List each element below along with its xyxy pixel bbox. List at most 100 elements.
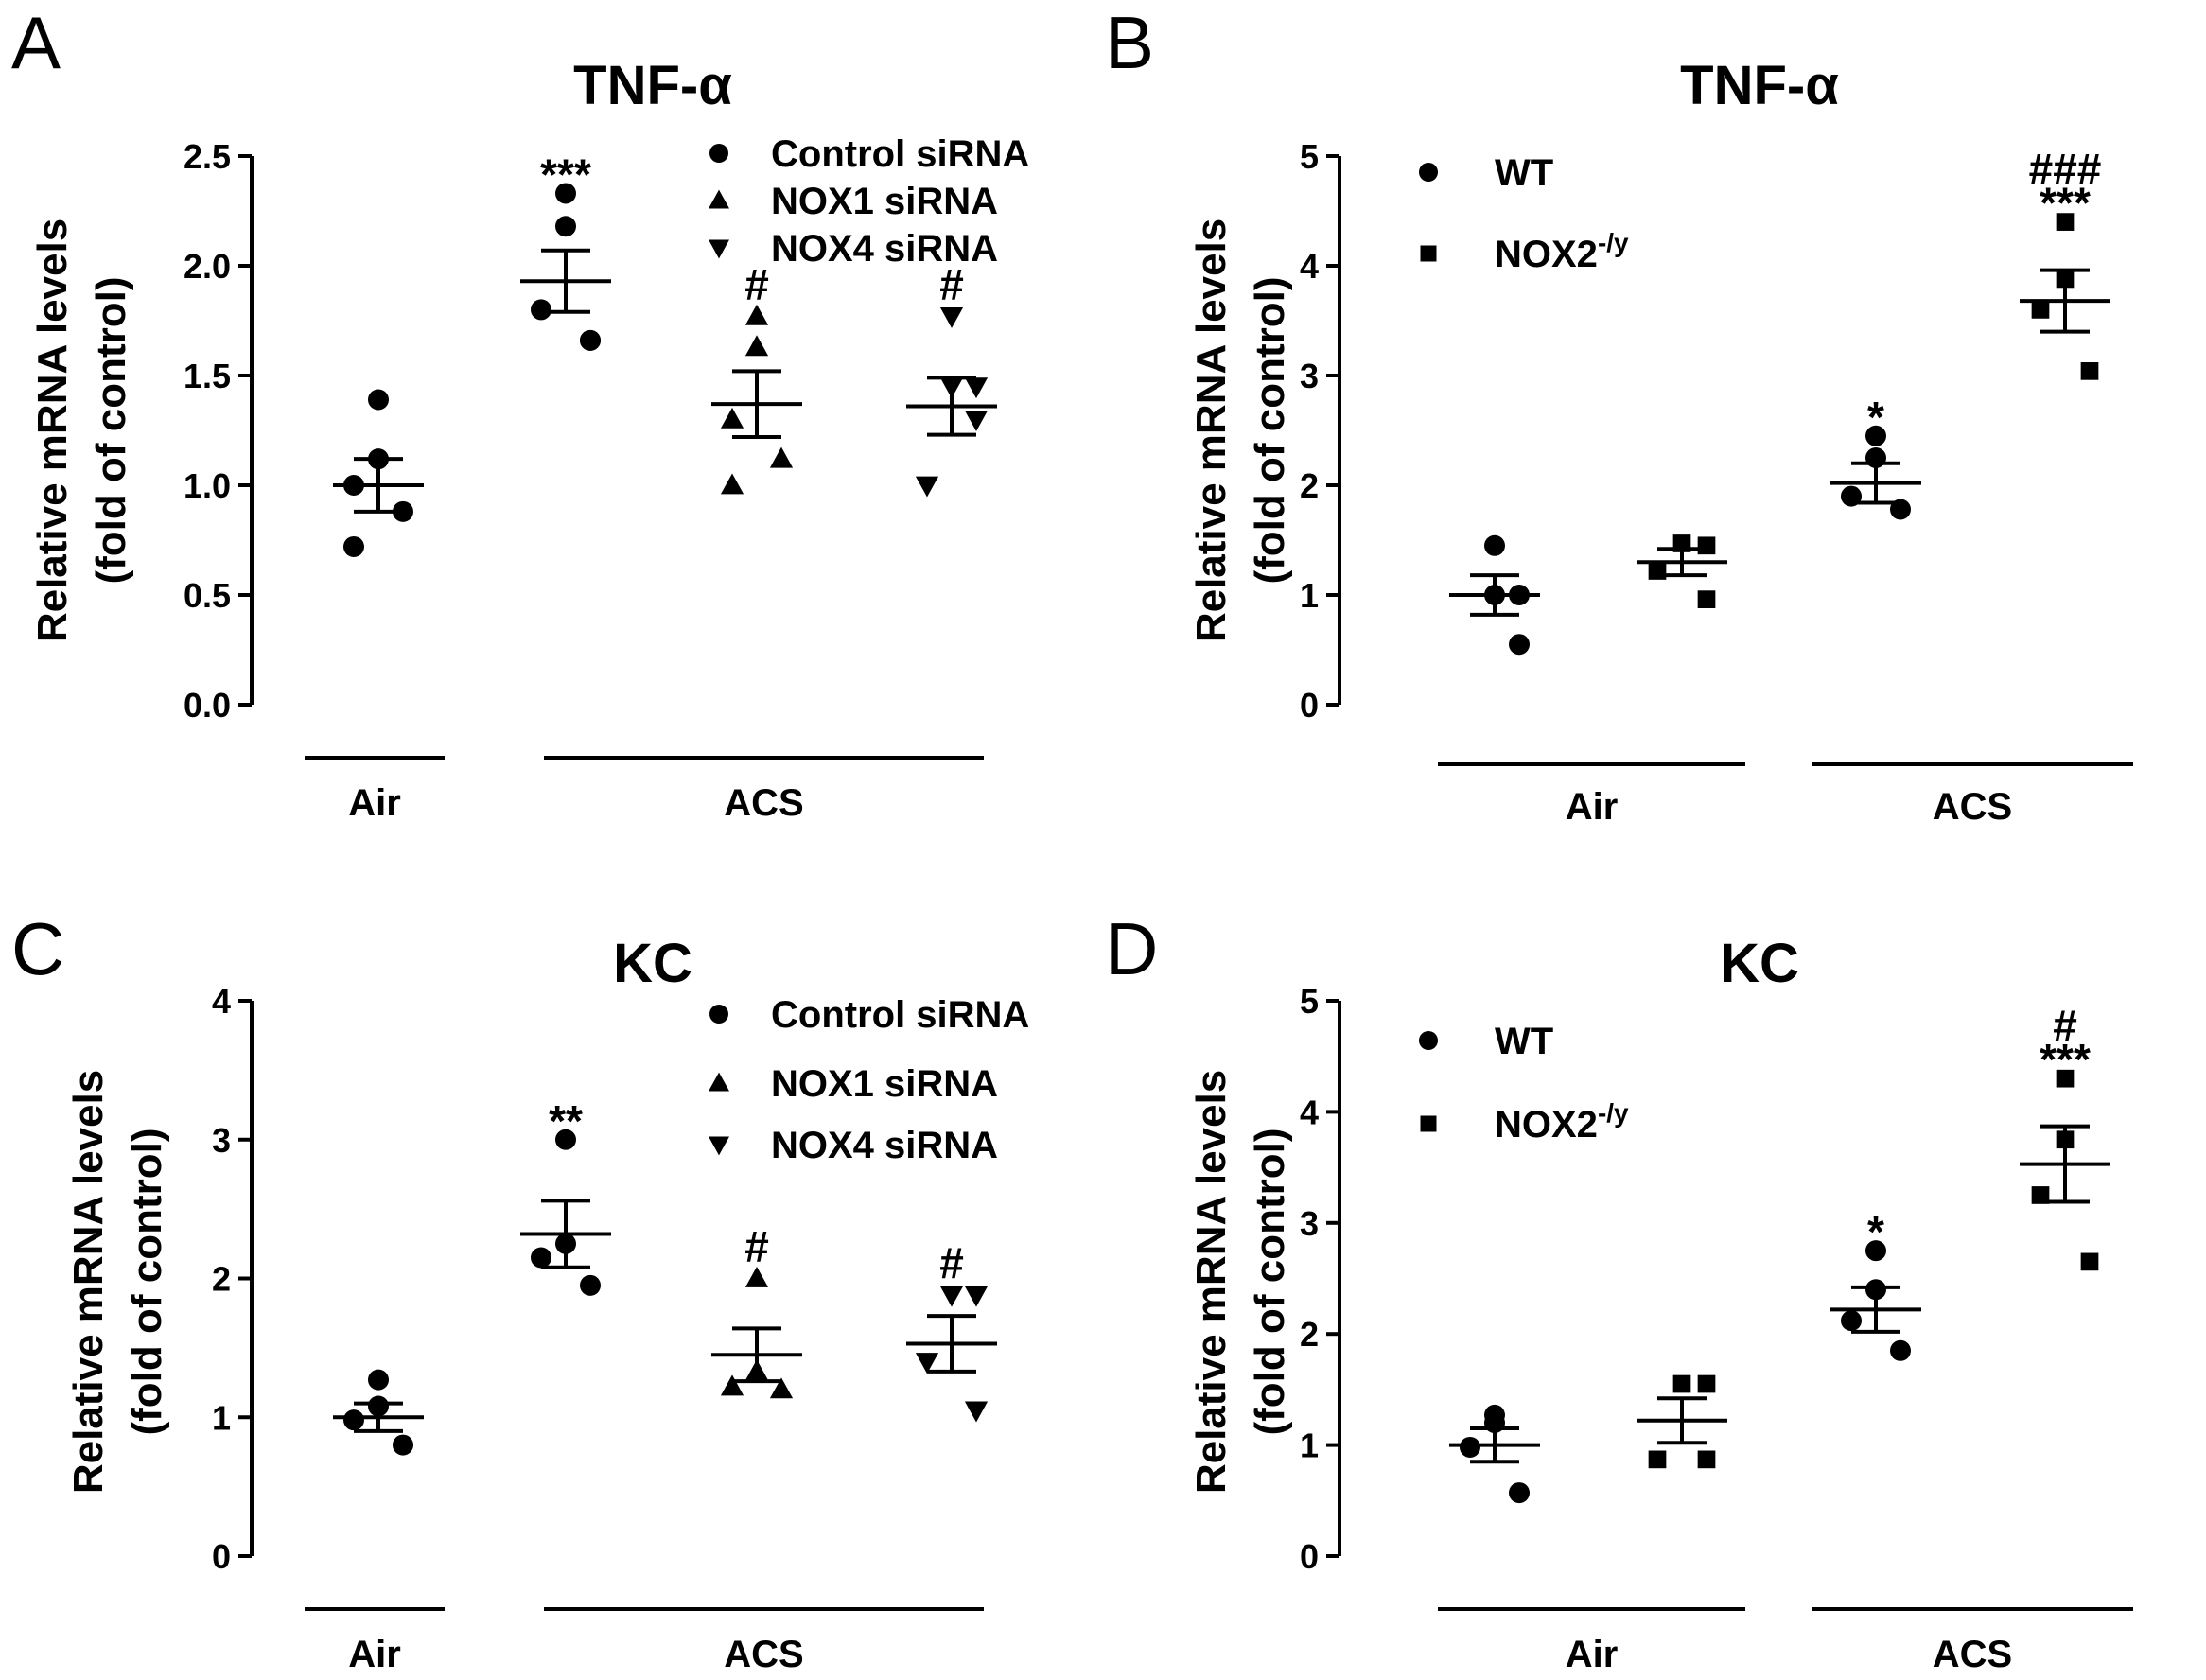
legend-label: NOX2-/y	[1495, 228, 1629, 275]
panel-letter: C	[11, 907, 64, 990]
series-4: ***###	[2020, 145, 2110, 380]
legend-label: WT	[1495, 152, 1553, 194]
legend-label: NOX4 siRNA	[771, 228, 998, 270]
data-point	[2031, 1186, 2050, 1204]
significance-annotation-2: ###	[2029, 145, 2102, 194]
data-point	[2056, 1069, 2075, 1088]
legend-label: Control siRNA	[771, 994, 1029, 1036]
y-tick-label: 4	[212, 982, 231, 1021]
data-point	[555, 216, 576, 237]
y-axis-label: Relative mRNA levels	[29, 219, 76, 642]
data-point	[2080, 1252, 2099, 1271]
data-point	[1509, 1482, 1530, 1504]
series-1	[333, 389, 424, 557]
data-point	[915, 476, 939, 498]
y-axis-label: Relative mRNA levels	[1188, 1070, 1234, 1494]
data-point	[964, 377, 989, 399]
panel-a: A TNF-α 0.0 0.5 1.0 1.5 2.0 2.5 Relative mRNA le…	[11, 1, 1029, 824]
legend-marker	[1420, 245, 1437, 262]
group-label: Air	[348, 1634, 401, 1675]
chart-title: TNF-α	[1680, 55, 1839, 116]
legend-label: NOX2-/y	[1495, 1098, 1629, 1146]
data-point	[964, 1401, 989, 1423]
legend-marker	[709, 239, 729, 259]
significance-annotation: #	[744, 1222, 769, 1271]
legend-label: Control siRNA	[771, 133, 1029, 175]
data-point	[1672, 1374, 1691, 1393]
data-point	[1890, 1339, 1911, 1361]
y-axis-label: Relative mRNA levels	[1188, 219, 1234, 642]
y-tick-label: 5	[1300, 982, 1319, 1021]
group-label: ACS	[1933, 786, 2012, 828]
chart-title: TNF-α	[573, 55, 732, 116]
y-tick-label: 5	[1300, 137, 1319, 176]
series-2: ***	[520, 149, 611, 351]
y-tick-label: 0.5	[184, 576, 231, 615]
y-tick-label: 3	[1300, 357, 1319, 395]
series-1	[1449, 1404, 1540, 1504]
data-point	[1484, 534, 1505, 556]
y-axis-label-line2: (fold of control)	[1247, 1128, 1293, 1435]
data-point	[531, 299, 552, 321]
significance-annotation: ***	[2040, 179, 2091, 228]
y-tick-label: 2.5	[184, 137, 231, 176]
panel-letter: A	[11, 1, 61, 84]
data-point	[744, 1266, 769, 1287]
significance-annotation: #	[939, 259, 964, 308]
data-point	[915, 1353, 939, 1374]
data-point	[555, 1129, 576, 1150]
group-label: ACS	[1933, 1634, 2012, 1675]
data-point	[531, 1247, 552, 1269]
group-label: ACS	[724, 1634, 803, 1675]
y-axis-label-line2: (fold of control)	[88, 276, 134, 584]
data-point	[939, 306, 964, 328]
panel-letter: D	[1105, 907, 1158, 990]
data-point	[343, 1409, 364, 1431]
legend-marker	[709, 1136, 729, 1156]
data-point	[769, 446, 794, 468]
significance-annotation: ***	[2040, 1035, 2091, 1084]
y-tick-label: 2	[1300, 466, 1319, 505]
group-label: Air	[348, 782, 401, 824]
y-tick-label: 1	[1300, 576, 1319, 615]
significance-annotation: *	[1867, 1207, 1884, 1256]
data-point	[1865, 1240, 1886, 1262]
y-tick-label: 0	[1300, 686, 1319, 725]
data-point	[939, 1286, 964, 1307]
series-2: **	[520, 1096, 611, 1296]
legend-label-superscript: -/y	[1598, 1098, 1629, 1128]
significance-annotation: #	[744, 259, 769, 308]
series-3: *	[1830, 1207, 1921, 1361]
y-axis-label: Relative mRNA levels	[65, 1070, 112, 1494]
y-tick-label: 4	[1300, 1093, 1319, 1131]
series-2	[1637, 1374, 1727, 1469]
data-point	[580, 1274, 601, 1296]
data-point	[2080, 362, 2099, 380]
data-point	[1509, 634, 1530, 656]
data-point	[1697, 1374, 1716, 1393]
data-point	[393, 1434, 413, 1456]
data-point	[1697, 590, 1716, 608]
significance-annotation-2: #	[2053, 1001, 2077, 1050]
series-4: ***#	[2020, 1001, 2110, 1271]
significance-annotation: #	[939, 1238, 964, 1287]
group-label: Air	[1566, 1634, 1619, 1675]
data-point	[1697, 1450, 1716, 1469]
data-point	[964, 1286, 989, 1307]
data-point	[720, 407, 744, 429]
legend-label: NOX1 siRNA	[771, 1063, 998, 1105]
group-label: Air	[1566, 786, 1619, 828]
data-point	[368, 1369, 389, 1391]
data-point	[1865, 425, 1886, 446]
group-label: ACS	[724, 782, 803, 824]
legend-marker	[1419, 163, 1438, 182]
series-3: #	[711, 259, 802, 495]
series-1	[1449, 534, 1540, 656]
y-tick-label: 0	[212, 1537, 231, 1576]
series-2	[1637, 534, 1727, 608]
y-tick-label: 1	[212, 1398, 231, 1437]
data-point	[720, 1374, 744, 1396]
y-tick-label: 3	[212, 1121, 231, 1160]
legend-marker	[709, 144, 728, 163]
y-tick-label: 1.5	[184, 357, 231, 395]
